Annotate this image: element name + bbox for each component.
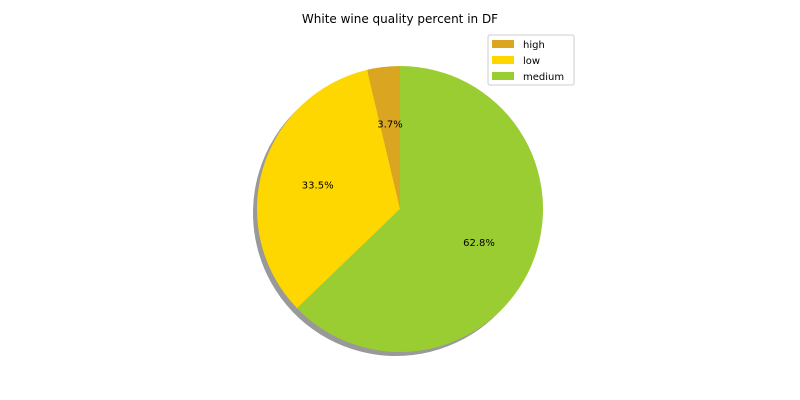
pie-percent-labels: 3.7% 33.5% 62.8% bbox=[302, 119, 495, 249]
pie-slice-medium bbox=[297, 66, 544, 353]
pie-slice-low bbox=[257, 69, 400, 309]
legend-label-high: high bbox=[523, 40, 545, 51]
percent-label-medium: 62.8% bbox=[463, 238, 495, 249]
pie-slices bbox=[257, 66, 544, 353]
pie-slice-high bbox=[367, 66, 400, 209]
chart-title: White wine quality percent in DF bbox=[302, 12, 498, 26]
legend-label-medium: medium bbox=[523, 72, 564, 83]
legend-label-low: low bbox=[523, 56, 540, 67]
percent-label-low: 33.5% bbox=[302, 180, 334, 191]
legend: high low medium bbox=[487, 34, 575, 86]
legend-swatch-medium bbox=[492, 72, 514, 80]
legend-swatch-low bbox=[492, 56, 514, 64]
legend-swatch-high bbox=[492, 40, 514, 48]
percent-label-high: 3.7% bbox=[377, 119, 402, 130]
